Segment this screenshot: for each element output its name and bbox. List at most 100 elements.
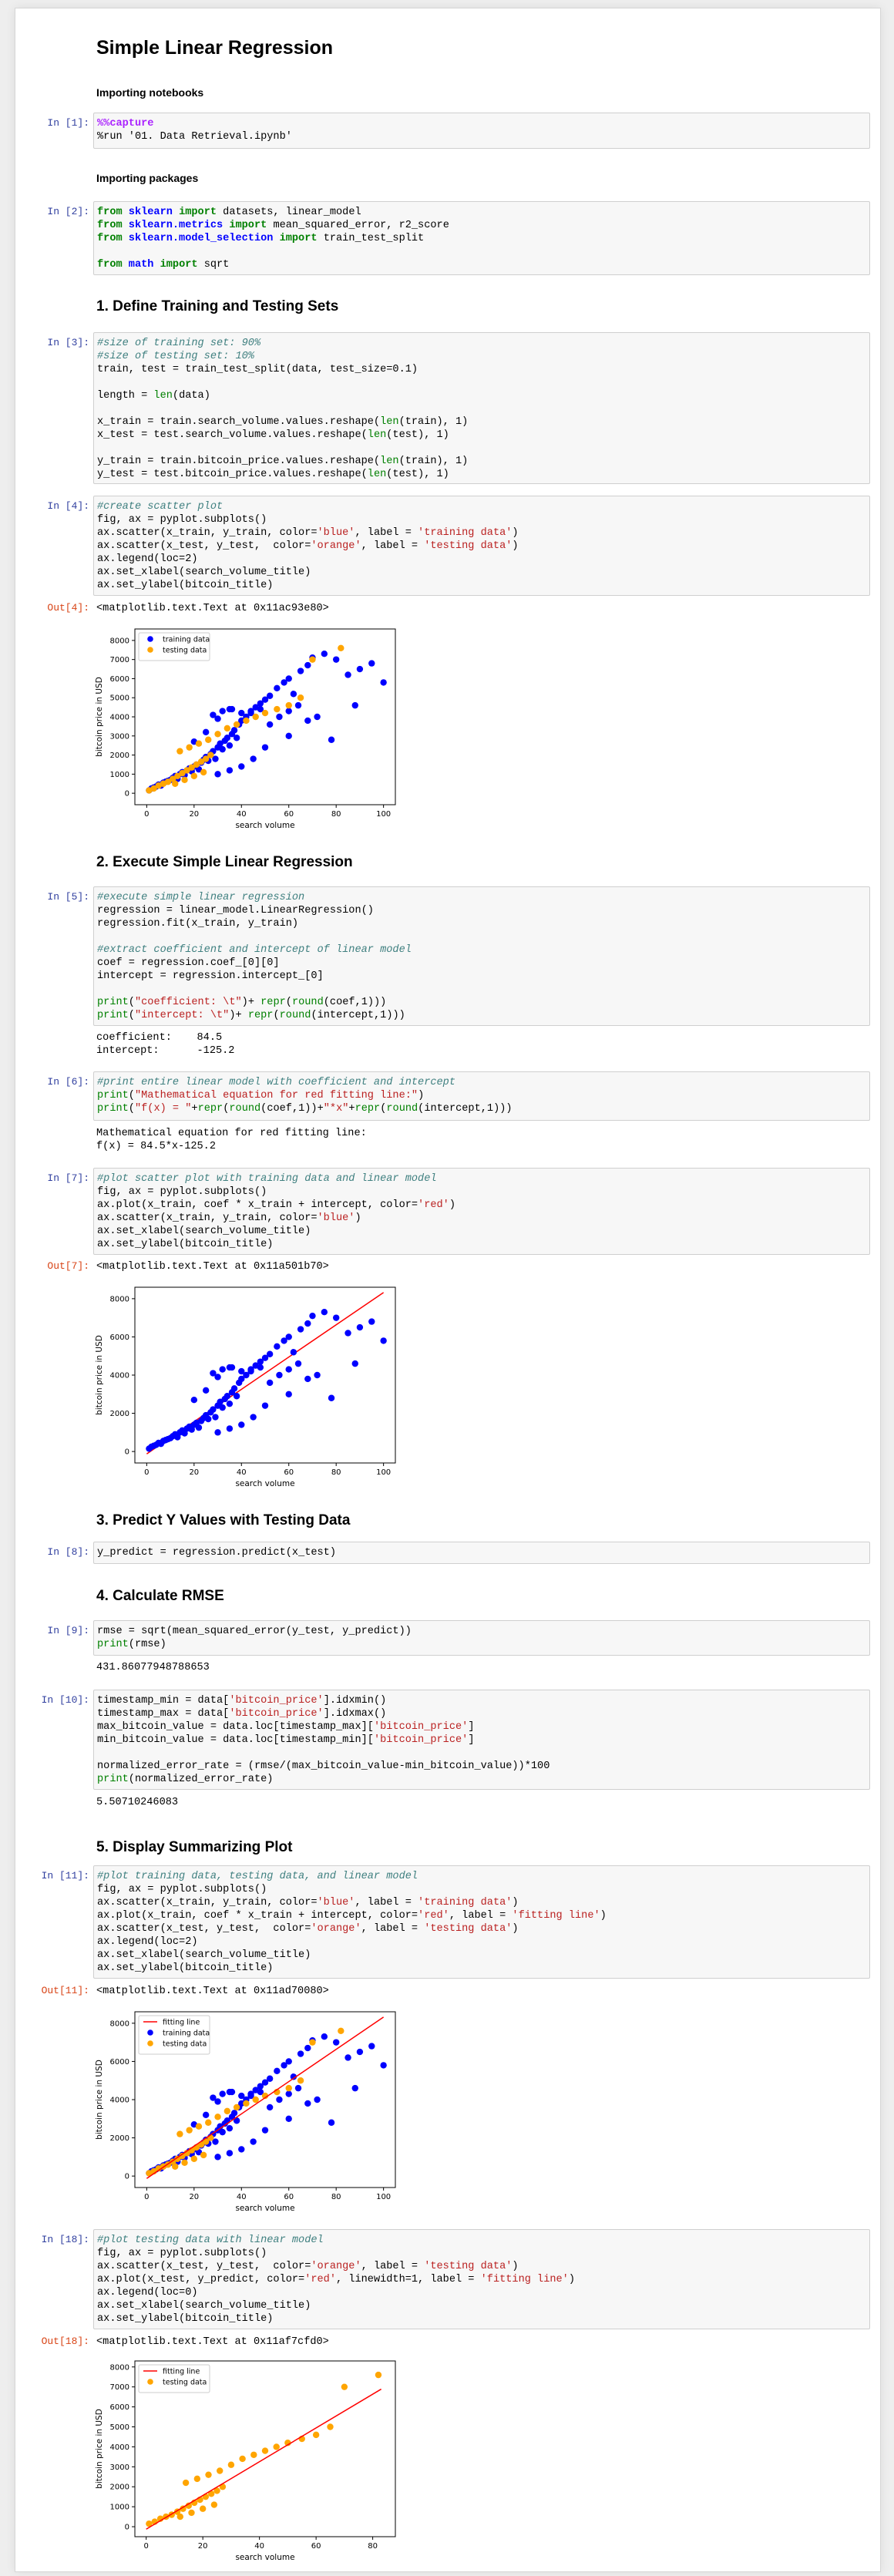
training-data-point <box>276 2096 283 2104</box>
code-token: , label = <box>355 527 418 539</box>
code-token: "Mathematical equation for red fitting l… <box>134 1090 418 1101</box>
y-axis-label: bitcoin price in USD <box>95 677 104 757</box>
training-data-point <box>304 2100 311 2107</box>
training-data-point <box>285 708 292 715</box>
code-cell-9[interactable]: rmse = sqrt(mean_squared_error(y_test, y… <box>93 1620 870 1656</box>
data-point <box>250 1414 257 1421</box>
training-data-point <box>368 660 375 667</box>
code-token: round <box>291 997 324 1008</box>
code-token: repr <box>355 1103 381 1115</box>
code-cell-11[interactable]: #plot training data, testing data, and l… <box>93 1865 870 1979</box>
code-cell-4[interactable]: #create scatter plot fig, ax = pyplot.sub… <box>93 496 870 596</box>
code-token: from <box>97 207 129 218</box>
code-cell-6[interactable]: #print entire linear model with coeffici… <box>93 1071 870 1121</box>
in-prompt-1: In [1]: <box>47 117 89 129</box>
code-line: %run '01. Data Retrieval.ipynb' <box>97 130 866 143</box>
x-tick-label: 60 <box>284 810 294 819</box>
training-data-point <box>328 736 335 743</box>
code-cell-10[interactable]: timestamp_min = data['bitcoin_price'].id… <box>93 1690 870 1790</box>
training-data-point <box>238 2146 245 2153</box>
output-11: <matplotlib.text.Text at 0x11ad70080> <box>96 1986 329 1997</box>
training-data-point <box>226 2124 234 2132</box>
data-point <box>174 1434 181 1441</box>
testing-data-point <box>169 775 176 782</box>
y-tick-label: 0 <box>125 790 129 799</box>
code-token: y_predict = regression.predict(x_test) <box>97 1547 336 1559</box>
code-token: round <box>279 1010 311 1021</box>
code-line: ax.set_ylabel(bitcoin_title) <box>97 1962 866 1975</box>
training-data-point <box>219 2128 226 2136</box>
y-axis-label: bitcoin price in USD <box>95 2060 104 2140</box>
code-line: ax.plot(x_train, coef * x_train + interc… <box>97 1199 866 1212</box>
code-token: (test), 1) <box>386 429 449 441</box>
y-tick-label: 3000 <box>110 2463 129 2472</box>
training-data-point <box>210 711 217 718</box>
training-data-point <box>276 713 283 721</box>
training-data-point <box>281 2062 287 2069</box>
data-point <box>233 1393 240 1400</box>
heading-section-5: 5. Display Summarizing Plot <box>96 1839 293 1855</box>
testing-data-point <box>250 2451 257 2458</box>
code-token: ax.set_ylabel(bitcoin_title) <box>97 2313 274 2325</box>
in-prompt-3: In [3]: <box>47 337 89 348</box>
code-token: min_bitcoin_value = data.loc[timestamp_m… <box>97 1734 374 1746</box>
code-cell-2[interactable]: from sklearn import datasets, linear_mod… <box>93 201 870 275</box>
code-cell-5[interactable]: #execute simple linear regression regress… <box>93 886 870 1026</box>
training-data-point <box>238 763 245 770</box>
code-cell-1[interactable]: %%capture %run '01. Data Retrieval.ipynb' <box>93 113 870 149</box>
x-tick-label: 40 <box>237 810 247 819</box>
y-tick-label: 5000 <box>110 2423 129 2432</box>
testing-data-point <box>186 744 193 751</box>
code-token: 'red' <box>418 1910 449 1922</box>
code-token: train_test_split <box>323 233 425 244</box>
code-token: %run '01. Data Retrieval.ipynb' <box>97 131 292 143</box>
code-token: ) <box>512 540 519 552</box>
training-data-point <box>210 2094 217 2101</box>
code-token: ax.plot(x_train, coef * x_train + interc… <box>97 1910 418 1922</box>
training-data-point <box>294 2084 302 2092</box>
code-token: from <box>97 259 129 271</box>
training-data-point <box>274 684 281 692</box>
code-token: 'training data' <box>418 1897 513 1908</box>
testing-data-point <box>252 2096 259 2104</box>
code-cell-18[interactable]: #plot testing data with linear model fig,… <box>93 2229 870 2329</box>
training-data-point <box>250 755 257 762</box>
training-data-point <box>257 2088 264 2096</box>
code-line: regression = linear_model.LinearRegressi… <box>97 904 866 917</box>
data-point <box>261 1354 269 1361</box>
code-cell-3[interactable]: #size of training set: 90% #size of testi… <box>93 332 870 484</box>
data-point <box>190 1397 198 1404</box>
testing-data-point <box>207 2134 214 2141</box>
data-point <box>238 1367 245 1375</box>
testing-data-point <box>180 2505 187 2512</box>
data-point <box>294 1360 302 1367</box>
training-data-point <box>274 2067 281 2075</box>
training-data-point <box>226 742 234 749</box>
code-line <box>97 402 866 415</box>
code-token: ax.scatter(x_train, y_train, color= <box>97 1212 318 1224</box>
output-9: 431.86077948788653 <box>96 1662 210 1673</box>
data-point <box>243 1371 250 1379</box>
code-line: ax.set_xlabel(search_volume_title) <box>97 2299 866 2312</box>
legend-box <box>138 2364 210 2393</box>
code-line <box>97 1747 866 1760</box>
code-cell-7[interactable]: #plot scatter plot with training data an… <box>93 1168 870 1255</box>
training-data-point <box>328 2119 335 2126</box>
code-token: )+ <box>229 1010 248 1021</box>
code-token: timestamp_max = data[ <box>97 1708 230 1720</box>
testing-data-point <box>224 2107 231 2115</box>
code-token: ax.scatter(x_train, y_train, color= <box>97 527 318 539</box>
training-data-point <box>219 708 226 715</box>
code-token: , label = <box>449 1910 513 1922</box>
code-token: print <box>97 1090 129 1101</box>
code-line: regression.fit(x_train, y_train) <box>97 917 866 930</box>
code-token: %%capture <box>97 118 154 129</box>
training-data-point <box>368 2043 375 2050</box>
code-cell-8[interactable]: y_predict = regression.predict(x_test) <box>93 1542 870 1564</box>
y-tick-label: 8000 <box>110 637 129 645</box>
code-token: 'bitcoin_price' <box>229 1708 324 1720</box>
code-token: 'fitting line' <box>512 1910 600 1922</box>
x-axis-label: search volume <box>235 821 294 830</box>
x-tick-label: 0 <box>144 810 149 819</box>
testing-data-point <box>202 755 210 762</box>
